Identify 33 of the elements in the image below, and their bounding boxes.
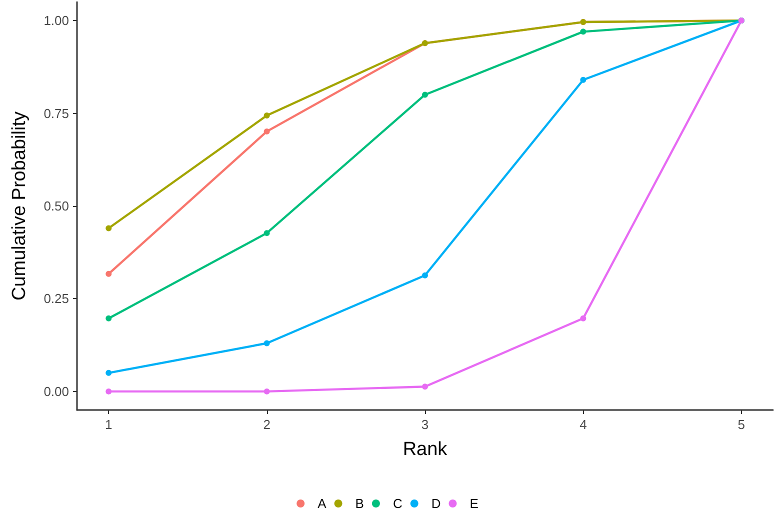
point (264, 112, 270, 118)
point (264, 388, 270, 394)
point (422, 272, 428, 278)
point (264, 128, 270, 134)
point (264, 340, 270, 346)
point (106, 388, 112, 394)
point (106, 315, 112, 322)
legend-label: B (355, 496, 364, 511)
x-tick-label: 5 (738, 417, 745, 432)
y-tick-label: 1.00 (44, 13, 69, 28)
point (106, 225, 112, 232)
point (106, 270, 112, 277)
x-tick-label: 4 (580, 417, 587, 432)
point (580, 315, 586, 322)
point (580, 76, 586, 83)
legend-label: E (470, 496, 479, 511)
legend-label: D (431, 496, 441, 511)
x-tick-label: 2 (263, 417, 270, 432)
y-axis-title: Cumulative Probability (9, 110, 30, 301)
point (422, 384, 428, 390)
y-tick-label: 0.75 (44, 106, 69, 121)
x-axis-title: Rank (402, 439, 448, 460)
y-tick-label: 0.25 (44, 291, 69, 306)
point (264, 230, 270, 236)
point (106, 370, 112, 376)
point (580, 28, 586, 35)
legend-label: A (318, 496, 327, 511)
point (422, 92, 428, 98)
x-tick-label: 1 (105, 417, 112, 432)
x-tick-label: 3 (421, 417, 429, 432)
y-tick-label: 0.00 (44, 384, 69, 399)
legend-label: C (392, 496, 402, 511)
y-tick-label: 0.50 (44, 198, 69, 214)
